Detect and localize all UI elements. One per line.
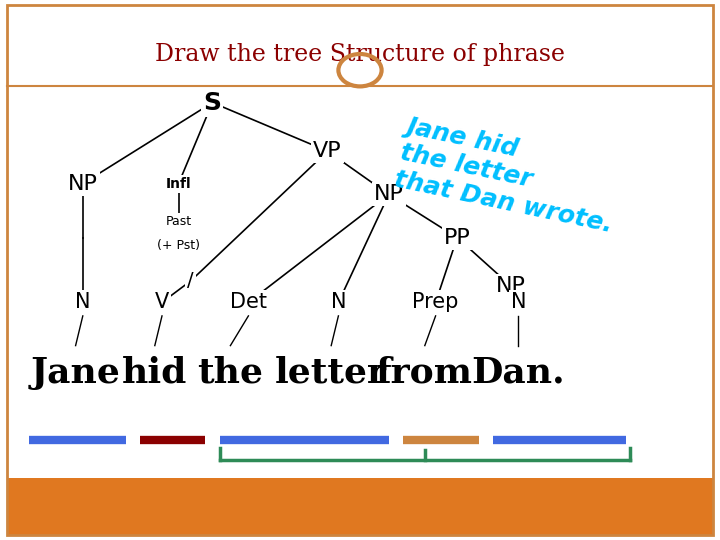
Text: N: N bbox=[510, 292, 526, 313]
Text: NP: NP bbox=[68, 173, 98, 194]
Text: NP: NP bbox=[374, 184, 404, 205]
Text: Jane hid
the letter
that Dan wrote.: Jane hid the letter that Dan wrote. bbox=[392, 113, 626, 238]
Text: (+ Pst): (+ Pst) bbox=[157, 239, 200, 252]
Text: VP: VP bbox=[313, 141, 342, 161]
Text: N: N bbox=[75, 292, 91, 313]
Text: Jane: Jane bbox=[31, 356, 120, 389]
Text: Past: Past bbox=[166, 215, 192, 228]
Bar bbox=[7, 478, 713, 535]
Text: from: from bbox=[377, 356, 473, 389]
Text: Infl: Infl bbox=[166, 177, 192, 191]
Text: /: / bbox=[187, 271, 194, 291]
Text: Prep: Prep bbox=[413, 292, 459, 313]
Text: letter: letter bbox=[275, 356, 387, 389]
Text: NP: NP bbox=[496, 276, 526, 296]
Text: Draw the tree Structure of phrase: Draw the tree Structure of phrase bbox=[155, 43, 565, 65]
Text: PP: PP bbox=[444, 227, 471, 248]
Text: S: S bbox=[203, 91, 222, 114]
Text: Dan.: Dan. bbox=[472, 356, 565, 389]
Text: the: the bbox=[197, 356, 264, 389]
Text: N: N bbox=[330, 292, 346, 313]
Text: Det: Det bbox=[230, 292, 267, 313]
Text: hid: hid bbox=[122, 356, 187, 389]
Text: V: V bbox=[155, 292, 169, 313]
